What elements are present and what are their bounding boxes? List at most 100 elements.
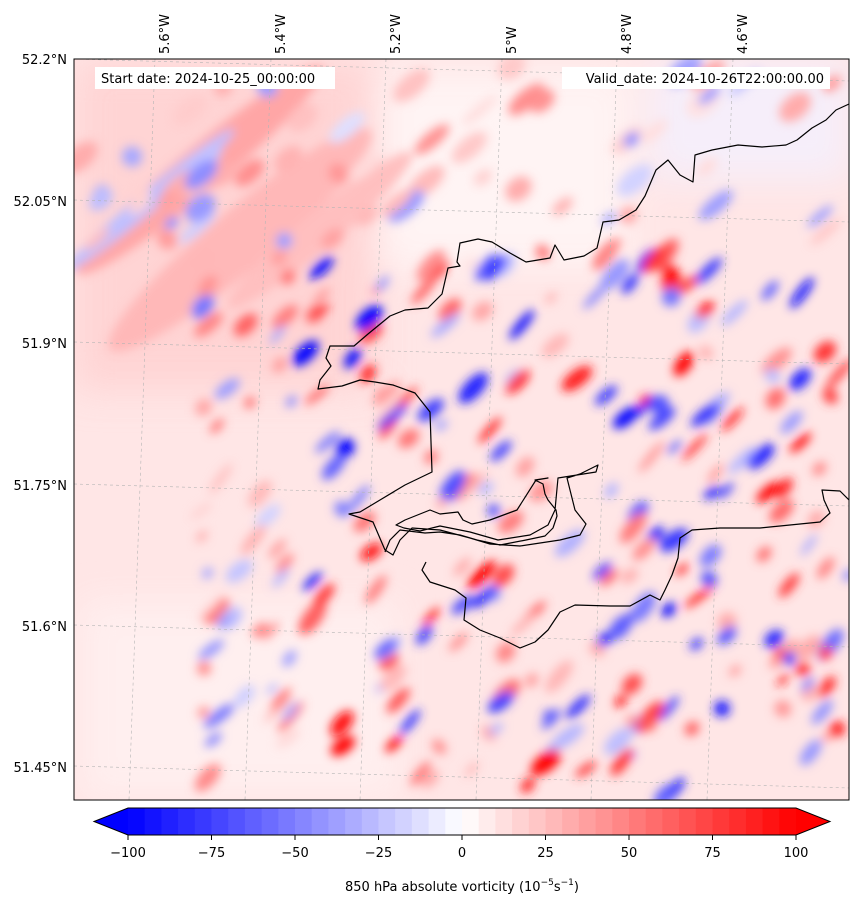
vorticity-cell (89, 188, 113, 211)
colorbar-segment (445, 808, 463, 835)
vorticity-cell (812, 461, 827, 476)
vorticity-cell (661, 602, 676, 618)
vorticity-cell (515, 456, 535, 478)
vorticity-cell (209, 463, 233, 494)
vorticity-cell (315, 431, 341, 453)
vorticity-cell (304, 384, 330, 405)
colorbar-segments (128, 808, 797, 835)
colorbar-tick-label: −100 (110, 846, 146, 861)
vorticity-cell (252, 622, 268, 638)
vorticity-field (74, 59, 849, 800)
colorbar-segment (411, 808, 430, 835)
vorticity-cell (631, 591, 656, 623)
vorticity-cell (789, 432, 812, 453)
vorticity-cell (262, 621, 280, 640)
vorticity-cell (717, 626, 737, 645)
colorbar-segment (562, 808, 580, 835)
vorticity-cell (270, 687, 291, 711)
vorticity-cell (610, 748, 633, 776)
colorbar-segment (278, 808, 296, 835)
vorticity-cell (471, 584, 499, 608)
vorticity-cell (233, 313, 258, 337)
colorbar-segment (495, 808, 513, 835)
vorticity-cell (277, 701, 304, 733)
vorticity-cell (761, 347, 792, 375)
vorticity-cell (268, 539, 287, 559)
colorbar-segment (462, 808, 480, 835)
lon-label: 4.8°W (620, 14, 635, 54)
map-frame (73, 58, 850, 801)
vorticity-cell (302, 572, 323, 591)
vorticity-cell (496, 641, 516, 663)
vorticity-cell (648, 407, 676, 431)
vorticity-cell (728, 664, 742, 677)
colorbar-segment (328, 808, 346, 835)
vorticity-cell (129, 195, 151, 215)
vorticity-cell (681, 433, 708, 461)
colorbar-tick-label: −25 (365, 846, 392, 861)
vorticity-cell (280, 269, 296, 285)
vorticity-cell (779, 92, 811, 122)
lon-label: 4.6°W (736, 14, 751, 54)
vorticity-cell (399, 709, 421, 735)
colorbar: −100 −75 −50 −25 0 25 50 75 100 850 hPa absolute… (92, 807, 832, 895)
colorbar-segment (228, 808, 246, 835)
vorticity-cell (698, 190, 733, 221)
vorticity-cell (478, 417, 502, 444)
colorbar-tick-label: −75 (198, 846, 225, 861)
vorticity-cell (789, 277, 814, 309)
vorticity-cell (211, 163, 236, 186)
vorticity-cell (374, 387, 387, 401)
vorticity-cell (451, 131, 487, 164)
lat-label: 51.45°N (14, 761, 67, 776)
vorticity-cell (801, 677, 815, 692)
vorticity-cell (604, 482, 619, 499)
vorticity-cell (467, 560, 497, 589)
vorticity-cell (272, 357, 288, 373)
vorticity-cell (675, 563, 689, 576)
vorticity-cell (689, 637, 704, 651)
vorticity-cell (807, 205, 833, 228)
vorticity-cell (608, 614, 633, 640)
vorticity-cell (778, 573, 800, 598)
vorticity-cell (438, 298, 462, 322)
colorbar-segment (194, 808, 212, 835)
colorbar-segment (745, 808, 764, 835)
vorticity-cell (360, 364, 376, 383)
vorticity-cell (529, 480, 554, 502)
vorticity-cell (164, 216, 179, 230)
vorticity-cell (632, 538, 655, 561)
colorbar-segment (361, 808, 379, 835)
vorticity-cell (434, 419, 448, 431)
vorticity-cell (666, 440, 682, 454)
vorticity-cell (209, 418, 224, 434)
vorticity-cell (780, 410, 803, 434)
vorticity-cell (650, 395, 669, 414)
vorticity-cell (718, 482, 734, 499)
vorticity-cell (377, 403, 407, 430)
vorticity-cell (344, 348, 361, 369)
vorticity-cell (658, 696, 679, 721)
colorbar-segment (595, 808, 613, 835)
vorticity-cell (545, 660, 573, 693)
vorticity-cell (410, 761, 431, 786)
vorticity-cell (497, 59, 526, 80)
vorticity-cell (642, 717, 656, 732)
vorticity-cell (202, 567, 214, 579)
vorticity-cell (198, 639, 225, 660)
vorticity-cell (378, 415, 398, 440)
vorticity-cell (505, 369, 530, 394)
vorticity-cell (203, 703, 235, 729)
colorbar-label: 850 hPa absolute vorticity (10−5s−1) (345, 878, 579, 895)
vorticity-cell (272, 567, 290, 588)
vorticity-cell (196, 530, 208, 543)
vorticity-cell (620, 568, 639, 584)
vorticity-cell (458, 372, 489, 404)
vorticity-cell (436, 497, 447, 509)
vorticity-cell (621, 673, 643, 695)
vorticity-cell (244, 397, 256, 409)
colorbar-segment (662, 808, 680, 835)
vorticity-cell (769, 499, 794, 523)
vorticity-cell (756, 546, 772, 562)
